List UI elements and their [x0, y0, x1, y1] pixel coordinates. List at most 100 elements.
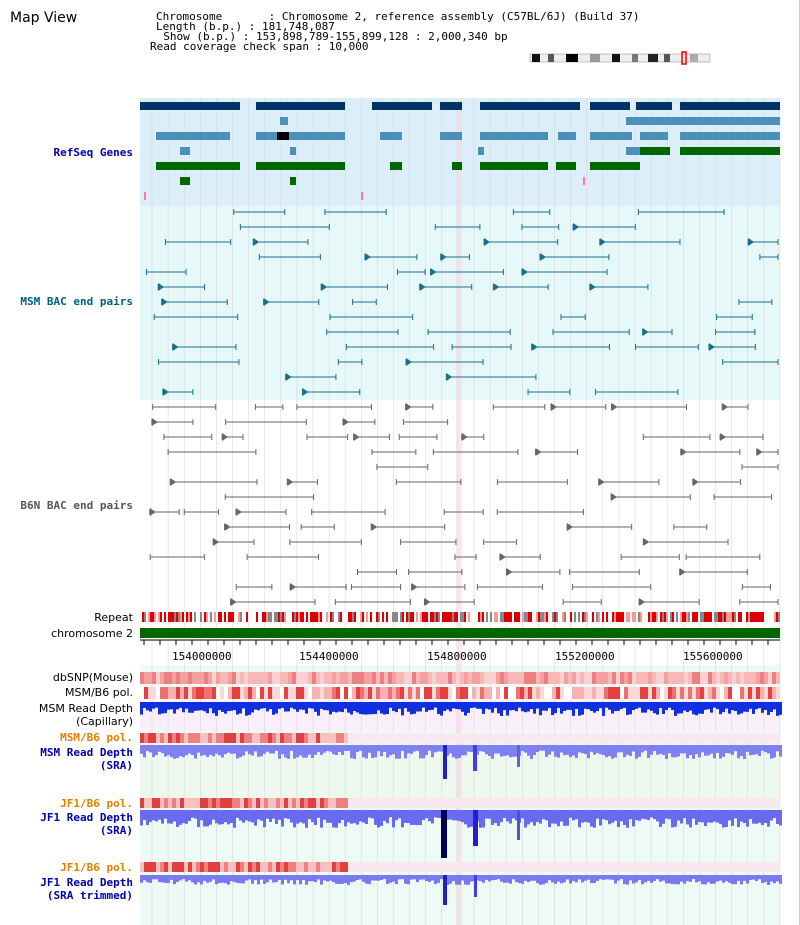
- depth-bar: [524, 810, 527, 828]
- depth-bar: [326, 875, 329, 882]
- depth-bar: [254, 875, 257, 881]
- depth-bar: [404, 875, 407, 884]
- heat-cell: [772, 687, 776, 699]
- repeat-element: [706, 612, 708, 622]
- depth-bar: [188, 875, 191, 881]
- depth-bar: [335, 810, 338, 828]
- depth-bar: [656, 810, 659, 822]
- depth-bar: [566, 810, 569, 826]
- heat-cell: [260, 733, 264, 743]
- repeat-element: [426, 612, 428, 622]
- repeat-element: [768, 612, 770, 622]
- heat-cell: [320, 733, 324, 743]
- depth-bar: [407, 875, 410, 885]
- depth-bar: [308, 810, 311, 820]
- ideogram-band: [532, 54, 540, 62]
- depth-bar: [263, 745, 266, 754]
- depth-bar: [644, 702, 647, 713]
- heat-cell: [640, 862, 644, 872]
- heat-cell: [644, 733, 648, 743]
- depth-bar: [740, 745, 743, 757]
- repeat-element: [356, 612, 358, 622]
- heat-cell: [688, 733, 692, 743]
- depth-bar: [350, 702, 353, 715]
- depth-bar: [422, 810, 425, 820]
- depth-bar: [629, 875, 632, 881]
- heat-cell: [528, 687, 532, 699]
- heat-cell: [248, 672, 252, 684]
- heat-cell: [308, 862, 312, 872]
- heat-cell: [636, 733, 640, 743]
- repeat-element: [604, 612, 606, 622]
- repeat-element: [252, 612, 254, 622]
- repeat-element: [550, 612, 552, 622]
- depth-bar: [659, 810, 662, 827]
- heat-cell: [264, 862, 268, 872]
- depth-bar: [194, 875, 197, 885]
- heat-cell: [284, 798, 288, 808]
- heat-cell: [776, 672, 780, 684]
- heat-cell: [192, 672, 196, 684]
- depth-bar: [215, 875, 218, 885]
- heat-cell: [316, 672, 320, 684]
- repeat-element: [348, 612, 350, 622]
- depth-bar: [728, 745, 731, 754]
- depth-bar: [452, 810, 455, 821]
- heat-cell: [200, 672, 204, 684]
- repeat-element: [174, 612, 176, 622]
- depth-bar: [149, 702, 152, 712]
- depth-bar: [521, 875, 524, 884]
- depth-bar: [758, 702, 761, 709]
- depth-bar: [203, 702, 206, 712]
- heat-cell: [716, 733, 720, 743]
- heat-cell: [368, 733, 372, 743]
- depth-bar: [440, 745, 443, 752]
- depth-bar: [143, 702, 146, 708]
- heat-cell: [516, 672, 520, 684]
- heat-cell: [448, 798, 452, 808]
- heat-cell: [552, 733, 556, 743]
- depth-bar: [152, 875, 155, 880]
- depth-bar: [335, 702, 338, 713]
- depth-bar: [494, 810, 497, 824]
- heat-cell: [660, 687, 664, 699]
- heat-cell: [596, 687, 600, 699]
- depth-bar: [587, 810, 590, 823]
- depth-bar: [668, 702, 671, 708]
- heat-cell: [336, 733, 340, 743]
- depth-bar: [353, 745, 356, 759]
- msm-bac-end-pair: [172, 343, 179, 351]
- depth-bar: [197, 745, 200, 753]
- heat-cell: [588, 862, 592, 872]
- depth-bar: [737, 875, 740, 881]
- heat-cell: [296, 672, 300, 684]
- heat-cell: [456, 733, 460, 743]
- depth-bar: [686, 745, 689, 759]
- heat-cell: [440, 798, 444, 808]
- depth-bar: [704, 875, 707, 885]
- heat-cell: [524, 672, 528, 684]
- repeat-element: [194, 612, 196, 622]
- track-label-msm-depth-sra: MSM Read Depth (SRA): [40, 746, 133, 772]
- heat-cell: [456, 798, 460, 808]
- repeat-element: [738, 612, 740, 622]
- depth-bar: [266, 810, 269, 819]
- heat-cell: [268, 798, 272, 808]
- depth-bar: [602, 745, 605, 756]
- repeat-element: [694, 612, 696, 622]
- heat-cell: [696, 862, 700, 872]
- depth-bar: [170, 875, 173, 880]
- heat-cell: [496, 862, 500, 872]
- depth-bar: [674, 745, 677, 758]
- depth-bar: [701, 702, 704, 714]
- repeat-element: [354, 612, 356, 622]
- heat-cell: [560, 733, 564, 743]
- repeat-element: [502, 612, 504, 622]
- heat-cell: [632, 798, 636, 808]
- depth-bar: [470, 702, 473, 709]
- heat-cell: [260, 672, 264, 684]
- depth-bar: [149, 745, 152, 753]
- depth-bar: [623, 702, 626, 708]
